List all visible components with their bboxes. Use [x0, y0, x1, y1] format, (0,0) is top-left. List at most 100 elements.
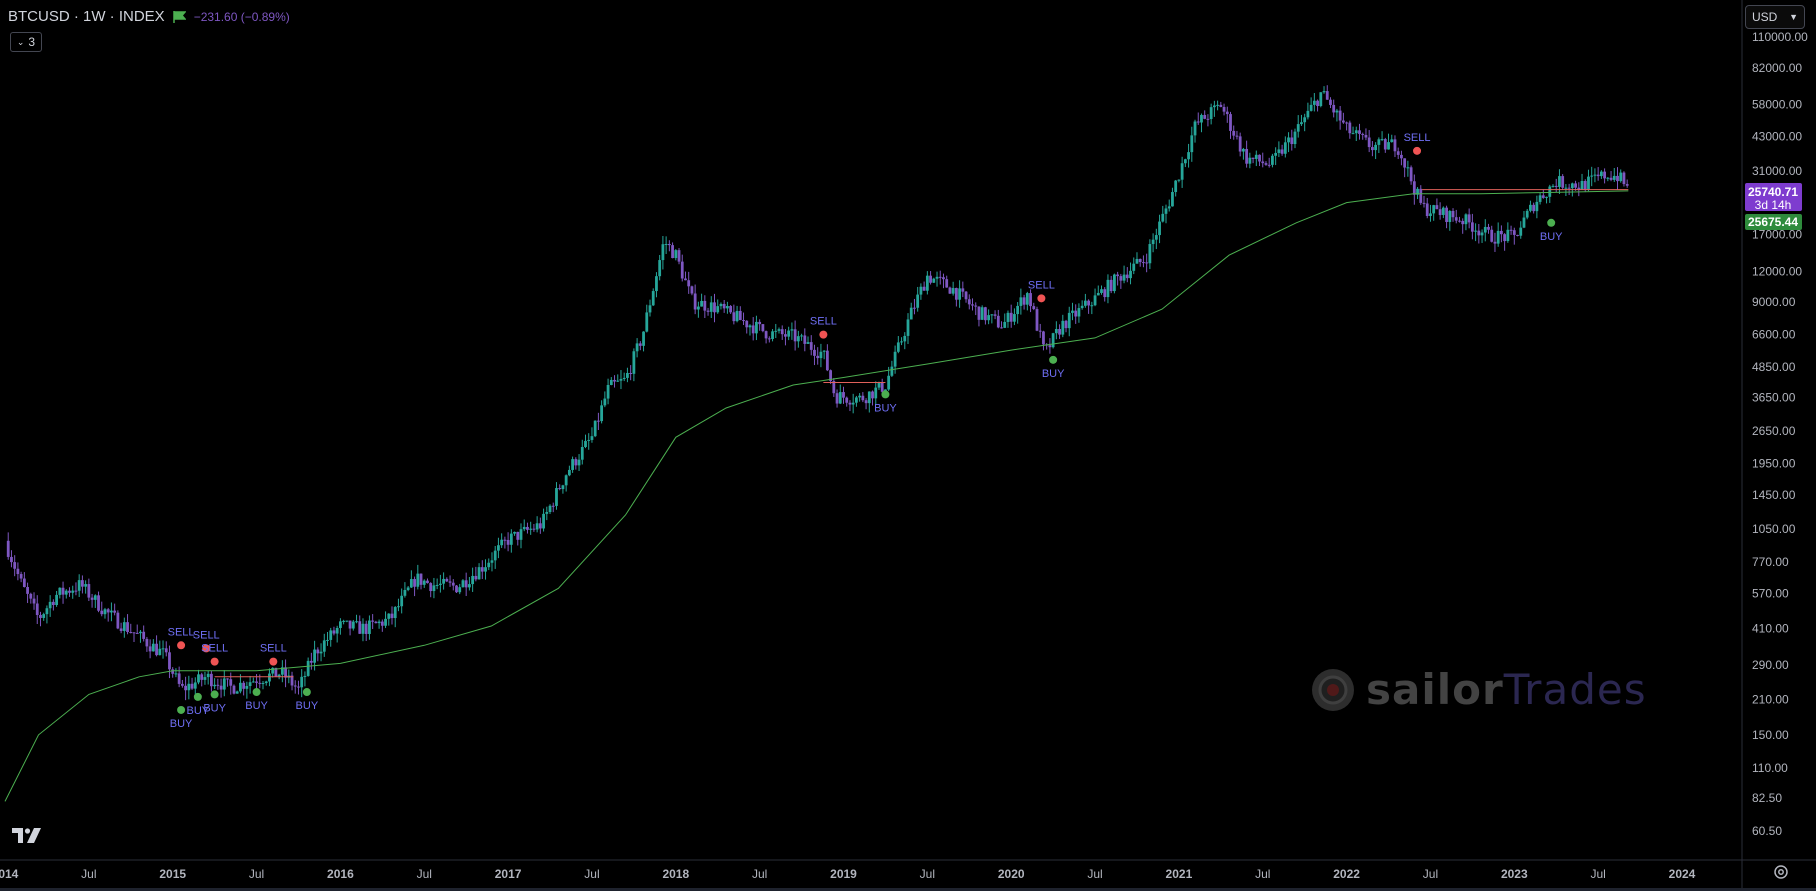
candle-body: [380, 621, 384, 626]
candle-body: [1380, 139, 1384, 141]
candle-body: [1412, 181, 1416, 195]
candle-body: [264, 681, 268, 684]
candle-body: [422, 580, 426, 585]
candle-body: [1235, 135, 1239, 137]
x-tick-label: 2018: [662, 867, 689, 881]
candle-body: [342, 620, 346, 622]
candle-body: [851, 402, 855, 405]
candle-body: [477, 567, 481, 580]
moving-average-line: [4, 190, 1629, 802]
candle-body: [1038, 330, 1042, 332]
candle-body: [1193, 121, 1197, 136]
candle-body: [861, 395, 865, 401]
candle-body: [193, 682, 197, 689]
candle-body: [122, 622, 126, 631]
candle-body: [780, 329, 784, 335]
candle-body: [497, 545, 500, 551]
candle-body: [377, 621, 381, 624]
x-tick-label: 2020: [998, 867, 1025, 881]
candle-body: [242, 682, 246, 689]
candle-body: [1599, 171, 1603, 177]
candle-body: [48, 601, 52, 609]
symbol-title[interactable]: BTCUSD · 1W · INDEX: [8, 8, 165, 25]
settings-gear-icon[interactable]: [1772, 863, 1790, 881]
candle-body: [1261, 161, 1265, 164]
candle-body: [451, 582, 455, 586]
y-tick-label: 60.50: [1752, 824, 1782, 838]
candle-body: [1061, 320, 1065, 335]
candle-body: [1367, 137, 1371, 148]
candle-body: [1138, 258, 1142, 263]
candle-body: [1158, 221, 1161, 236]
candle-body: [509, 533, 513, 545]
candle-body: [1080, 305, 1084, 309]
x-tick-label: Jul: [81, 867, 96, 881]
candle-body: [1303, 117, 1307, 123]
candle-body: [742, 320, 745, 322]
candle-body: [484, 567, 487, 572]
candle-body: [1496, 230, 1500, 244]
y-tick-label: 3650.00: [1752, 390, 1796, 404]
candle-body: [1593, 174, 1597, 176]
candle-body: [622, 377, 626, 379]
candle-body: [458, 587, 462, 593]
candle-body: [700, 300, 703, 307]
candle-body: [503, 539, 507, 541]
candle-body: [1142, 262, 1145, 264]
candle-body: [145, 638, 149, 647]
candle-body: [751, 325, 755, 334]
candle-body: [571, 459, 574, 470]
candle-body: [355, 621, 358, 623]
y-tick-label: 31000.00: [1752, 164, 1802, 178]
candle-body: [1425, 203, 1429, 216]
candle-body: [1119, 276, 1123, 281]
candle-body: [938, 276, 942, 278]
currency-select[interactable]: USD ▼: [1745, 5, 1805, 29]
candle-body: [1238, 136, 1242, 152]
candle-body: [1190, 135, 1194, 153]
candle-body: [626, 372, 629, 378]
candle-body: [1019, 297, 1023, 306]
candle-body: [1483, 226, 1487, 233]
indicators-toggle-button[interactable]: ⌄ 3: [10, 32, 42, 52]
candle-body: [1180, 163, 1184, 180]
candle-body: [1445, 207, 1448, 222]
buy-marker: [1547, 218, 1556, 227]
candle-body: [213, 684, 217, 687]
y-tick-label: 82.50: [1752, 791, 1782, 805]
candle-body: [1245, 148, 1249, 164]
candle-body: [1348, 122, 1352, 134]
y-tick-label: 110000.00: [1752, 30, 1808, 44]
candle-body: [1616, 175, 1619, 182]
candle-body: [793, 329, 797, 342]
buy-label: BUY: [874, 402, 897, 414]
x-tick-label: Jul: [752, 867, 767, 881]
candle-body: [303, 675, 307, 677]
candle-body: [1312, 100, 1316, 105]
candle-body: [1561, 176, 1565, 188]
tradingview-logo-icon[interactable]: [12, 828, 42, 844]
x-tick-label: 2021: [1166, 867, 1193, 881]
candle-body: [1116, 274, 1120, 277]
y-tick-label: 1450.00: [1752, 488, 1796, 502]
symbol-header: BTCUSD · 1W · INDEX −231.60 (−0.89%): [8, 8, 290, 25]
candle-body: [1258, 154, 1261, 162]
sell-marker: [819, 330, 828, 339]
candle-body: [1406, 167, 1410, 169]
candle-body: [790, 329, 794, 331]
candle-body: [139, 631, 142, 634]
candle-body: [474, 575, 478, 580]
x-tick-label: Jul: [1255, 867, 1270, 881]
buy-marker: [210, 690, 219, 699]
candle-body: [609, 379, 613, 385]
candle-body: [1219, 104, 1223, 107]
candle-body: [1619, 172, 1623, 182]
candle-body: [371, 620, 375, 622]
candle-body: [664, 243, 668, 245]
candle-body: [251, 681, 255, 683]
candle-body: [1487, 226, 1490, 230]
chevron-down-icon: ▼: [1789, 12, 1798, 22]
candle-body: [351, 621, 355, 629]
candle-body: [1541, 195, 1545, 198]
